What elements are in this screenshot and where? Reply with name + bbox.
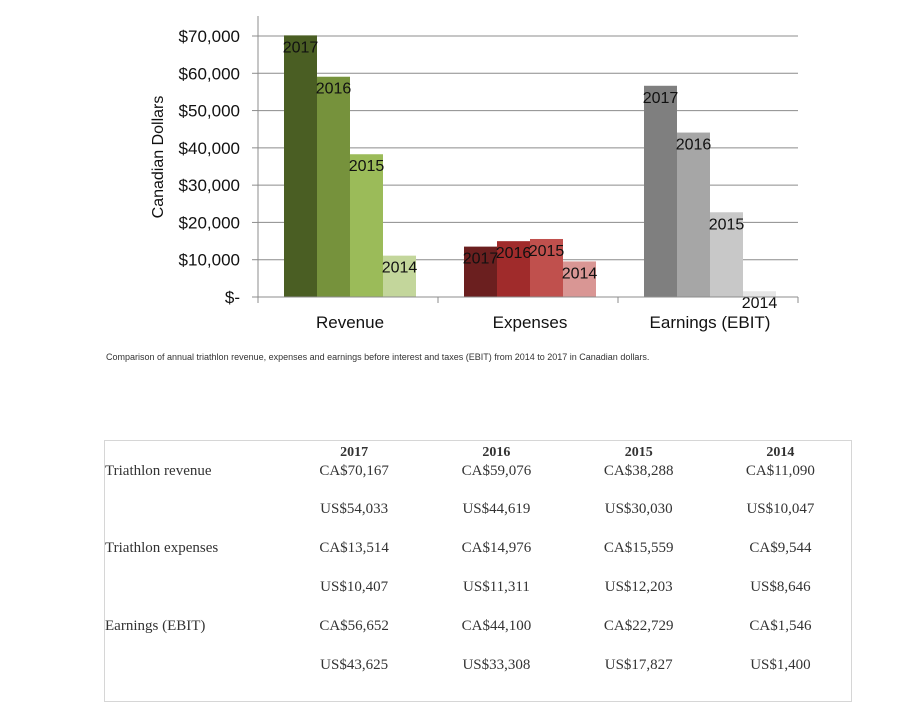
bars bbox=[284, 35, 776, 298]
y-tick-label: $40,000 bbox=[179, 139, 240, 158]
table-cell: US$33,308 bbox=[462, 657, 531, 673]
x-category-label: Revenue bbox=[316, 313, 384, 332]
header-empty bbox=[105, 441, 283, 461]
header-2014: 2014 bbox=[766, 445, 795, 460]
table-row: US$54,033 US$44,619 US$30,030 US$10,047 bbox=[105, 501, 851, 540]
bar-chart: $- $10,000 $20,000 $30,000 $40,000 $50,000 $60… bbox=[150, 16, 799, 332]
financial-table-container: 2017 2016 2015 2014 Triathlon revenue CA… bbox=[104, 440, 852, 702]
table-cell: CA$59,076 bbox=[461, 463, 532, 479]
table-cell: US$54,033 bbox=[320, 501, 389, 517]
bar-2014 bbox=[383, 255, 416, 297]
table-cell: US$43,625 bbox=[320, 657, 389, 673]
table-cell: CA$70,167 bbox=[319, 463, 389, 479]
bar-label: 2017 bbox=[283, 39, 319, 56]
bar-label: 2015 bbox=[529, 243, 565, 260]
bar-label: 2015 bbox=[709, 216, 745, 233]
y-axis-title: Canadian Dollars bbox=[150, 96, 167, 219]
header-2016: 2016 bbox=[482, 445, 511, 460]
bar-2017 bbox=[284, 35, 317, 298]
table-cell: CA$56,652 bbox=[319, 618, 389, 634]
bar-label: 2014 bbox=[742, 295, 778, 312]
bar-2016 bbox=[317, 76, 350, 297]
table-cell: CA$1,546 bbox=[749, 618, 812, 634]
table-cell: US$17,827 bbox=[604, 657, 673, 673]
bar-2015 bbox=[710, 212, 743, 297]
bar-2016 bbox=[497, 241, 530, 297]
table-cell: CA$22,729 bbox=[603, 618, 674, 634]
table-cell: US$44,619 bbox=[462, 501, 531, 517]
y-tick-label: $- bbox=[225, 288, 240, 307]
bar-labels: 2017201620152014201720162015201420172016… bbox=[283, 39, 778, 312]
table-cell: US$10,047 bbox=[746, 501, 815, 517]
row-label: Triathlon expenses bbox=[105, 540, 219, 556]
y-tick-label: $20,000 bbox=[179, 213, 240, 232]
table-cell: CA$44,100 bbox=[461, 618, 532, 634]
table-cell: US$10,407 bbox=[320, 579, 389, 595]
bar-2014 bbox=[743, 291, 776, 297]
bar-label: 2017 bbox=[643, 90, 679, 107]
table-cell: CA$15,559 bbox=[603, 540, 674, 556]
table-cell: US$12,203 bbox=[604, 579, 673, 595]
bar-label: 2017 bbox=[463, 251, 499, 268]
bar-label: 2016 bbox=[496, 245, 532, 262]
header-2017: 2017 bbox=[340, 445, 369, 460]
y-tick-label: $60,000 bbox=[179, 64, 240, 83]
bar-label: 2014 bbox=[382, 260, 418, 277]
table-row: Earnings (EBIT) CA$56,652 CA$44,100 CA$2… bbox=[105, 618, 851, 657]
chart-caption: Comparison of annual triathlon revenue, … bbox=[106, 352, 650, 362]
table-cell: CA$38,288 bbox=[603, 463, 674, 479]
table-cell: US$8,646 bbox=[750, 579, 811, 595]
x-category-label: Expenses bbox=[493, 313, 568, 332]
row-label: Earnings (EBIT) bbox=[105, 618, 206, 634]
table-cell: CA$14,976 bbox=[461, 540, 532, 556]
y-tick-label: $30,000 bbox=[179, 176, 240, 195]
bar-2014 bbox=[563, 261, 596, 297]
row-label bbox=[105, 657, 283, 696]
x-axis-categories: Revenue Expenses Earnings (EBIT) bbox=[316, 313, 771, 332]
y-tick-label: $50,000 bbox=[179, 102, 240, 121]
y-axis-ticks: $- $10,000 $20,000 $30,000 $40,000 $50,000 $60… bbox=[179, 27, 799, 307]
bar-2016 bbox=[677, 132, 710, 297]
table-row: US$10,407 US$11,311 US$12,203 US$8,646 bbox=[105, 579, 851, 618]
table-header-row: 2017 2016 2015 2014 bbox=[105, 441, 851, 461]
table-row: US$43,625 US$33,308 US$17,827 US$1,400 bbox=[105, 657, 851, 696]
table-cell: CA$9,544 bbox=[749, 540, 812, 556]
table-cell: US$11,311 bbox=[463, 579, 530, 595]
bar-label: 2016 bbox=[676, 137, 712, 154]
table-row: Triathlon expenses CA$13,514 CA$14,976 C… bbox=[105, 540, 851, 579]
table-cell: US$1,400 bbox=[750, 657, 811, 673]
bar-2015 bbox=[350, 154, 383, 297]
y-tick-label: $10,000 bbox=[179, 251, 240, 270]
bar-2017 bbox=[644, 85, 677, 297]
bar-label: 2014 bbox=[562, 265, 598, 282]
row-label bbox=[105, 579, 283, 618]
table-row: Triathlon revenue CA$70,167 CA$59,076 CA… bbox=[105, 461, 851, 501]
y-tick-label: $70,000 bbox=[179, 27, 240, 46]
table-cell: CA$13,514 bbox=[319, 540, 389, 556]
table-cell: CA$11,090 bbox=[745, 463, 815, 479]
table-cell: US$30,030 bbox=[604, 501, 673, 517]
bar-2015 bbox=[530, 238, 563, 297]
row-label: Triathlon revenue bbox=[105, 463, 212, 479]
row-label bbox=[105, 501, 283, 540]
bar-2017 bbox=[464, 246, 497, 297]
x-category-label: Earnings (EBIT) bbox=[650, 313, 771, 332]
bar-label: 2016 bbox=[316, 81, 352, 98]
bar-label: 2015 bbox=[349, 158, 385, 175]
header-2015: 2015 bbox=[624, 445, 653, 460]
financial-table: 2017 2016 2015 2014 Triathlon revenue CA… bbox=[105, 441, 851, 696]
